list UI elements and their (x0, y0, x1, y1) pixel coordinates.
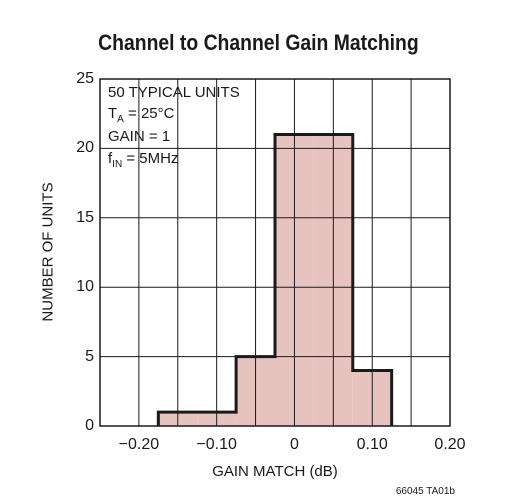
y-axis-label: NUMBER OF UNITS (39, 182, 57, 322)
y-tick-label: 0 (85, 417, 94, 434)
plot-frame (99, 78, 451, 427)
annotation-temperature: TA = 25°C (108, 105, 175, 125)
annotation-gain: GAIN = 1 (108, 128, 171, 145)
x-axis-label: GAIN MATCH (dB) (212, 463, 338, 480)
x-tick-label: −0.20 (118, 436, 160, 453)
y-tick-label: 25 (76, 70, 94, 87)
y-tick-label: 20 (76, 139, 94, 157)
y-tick-label: 5 (85, 347, 94, 365)
chart-title: Channel to Channel Gain Matching (98, 30, 419, 55)
x-tick-label: 0.10 (356, 436, 388, 453)
x-tick-label: 0.20 (434, 436, 466, 453)
y-tick-label: 10 (76, 278, 94, 296)
annotation-units: 50 TYPICAL UNITS (108, 84, 240, 101)
y-tick-label: 15 (76, 208, 94, 226)
x-tick-label: 0 (289, 436, 299, 453)
annotation-frequency: fIN = 5MHz (108, 150, 179, 170)
histogram-outline (156, 133, 394, 426)
x-tick-label: −0.10 (196, 436, 237, 453)
figure-reference: 66045 TA01b (395, 486, 455, 497)
